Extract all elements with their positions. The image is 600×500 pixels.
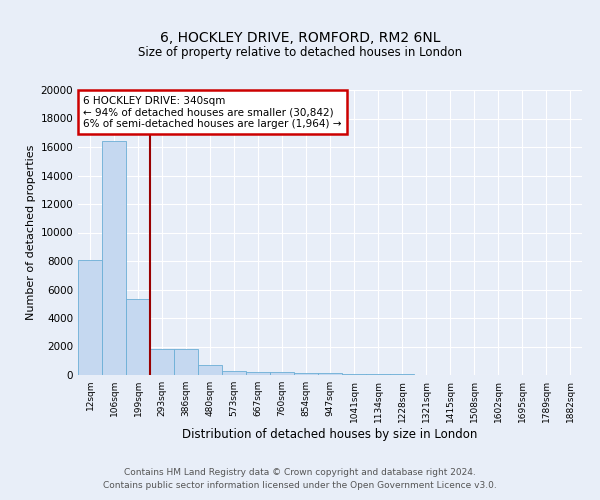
Bar (246, 372, 270, 375)
Bar (198, 365, 222, 375)
Y-axis label: Number of detached properties: Number of detached properties (26, 145, 36, 320)
Bar (102, 142, 126, 375)
X-axis label: Distribution of detached houses by size in London: Distribution of detached houses by size … (182, 428, 478, 440)
Bar (270, 372, 294, 375)
Text: Contains public sector information licensed under the Open Government Licence v3: Contains public sector information licen… (103, 482, 497, 490)
Bar (342, 374, 366, 375)
Bar (174, 350, 198, 375)
Bar (318, 373, 342, 375)
Bar (126, 300, 150, 375)
Text: 6 HOCKLEY DRIVE: 340sqm
← 94% of detached houses are smaller (30,842)
6% of semi: 6 HOCKLEY DRIVE: 340sqm ← 94% of detache… (83, 96, 341, 129)
Bar (294, 373, 318, 375)
Text: 6, HOCKLEY DRIVE, ROMFORD, RM2 6NL: 6, HOCKLEY DRIVE, ROMFORD, RM2 6NL (160, 30, 440, 44)
Bar (390, 374, 414, 375)
Text: Contains HM Land Registry data © Crown copyright and database right 2024.: Contains HM Land Registry data © Crown c… (124, 468, 476, 477)
Text: Size of property relative to detached houses in London: Size of property relative to detached ho… (138, 46, 462, 59)
Bar (222, 370, 246, 375)
Bar (78, 260, 102, 375)
Bar (150, 350, 174, 375)
Bar (366, 374, 390, 375)
